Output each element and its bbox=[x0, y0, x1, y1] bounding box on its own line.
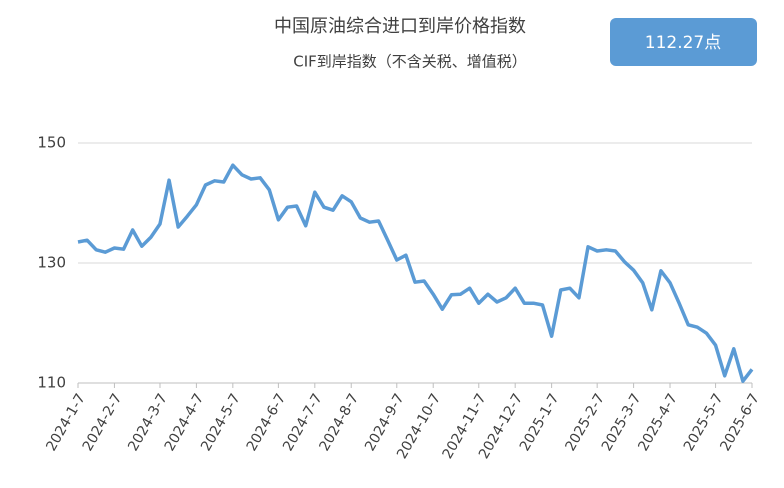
chart-subtitle: CIF到岸指数（不含关税、增值税） bbox=[293, 53, 527, 71]
series-line bbox=[77, 163, 754, 383]
chart-title: 中国原油综合进口到岸价格指数 bbox=[274, 16, 526, 37]
y-tick-label: 130 bbox=[37, 254, 66, 272]
y-tick-label: 150 bbox=[37, 134, 66, 152]
badge bbox=[610, 18, 757, 66]
badge-text: 112.27点 bbox=[645, 33, 721, 53]
y-tick-label: 110 bbox=[37, 374, 66, 392]
